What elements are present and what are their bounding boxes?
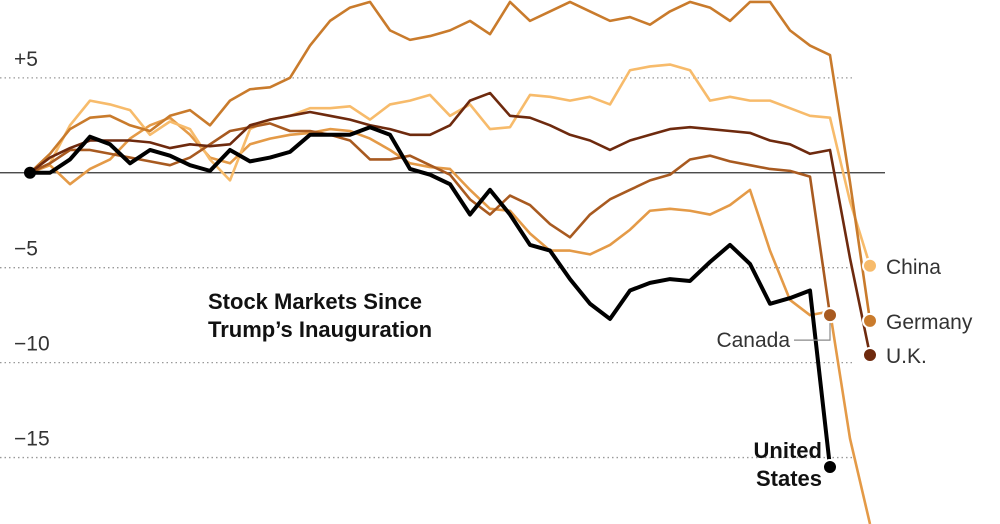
y-tick-label: −15 <box>14 428 50 451</box>
y-tick-label: −5 <box>14 238 38 261</box>
series-line <box>29 122 832 316</box>
y-tick-label: −10 <box>14 333 50 356</box>
end-dot <box>822 307 838 324</box>
y-tick-label: +5 <box>14 48 38 71</box>
start-dot <box>24 166 36 179</box>
series-line <box>29 0 872 322</box>
series-label: China <box>886 256 941 279</box>
leader-line <box>794 323 831 341</box>
end-dot <box>862 347 878 364</box>
series-label: Canada <box>716 329 790 352</box>
series-label: United States <box>753 438 822 492</box>
series-label: U.K. <box>886 345 927 368</box>
end-dot <box>822 459 838 476</box>
series-line <box>29 116 872 524</box>
end-dot <box>862 257 878 274</box>
series-label: Germany <box>886 311 973 334</box>
series-line <box>29 63 872 267</box>
end-dot <box>862 312 878 329</box>
chart-title: Stock Markets Since Trump’s Inauguration <box>208 289 433 342</box>
series-line <box>30 125 832 468</box>
series-line <box>29 91 872 356</box>
